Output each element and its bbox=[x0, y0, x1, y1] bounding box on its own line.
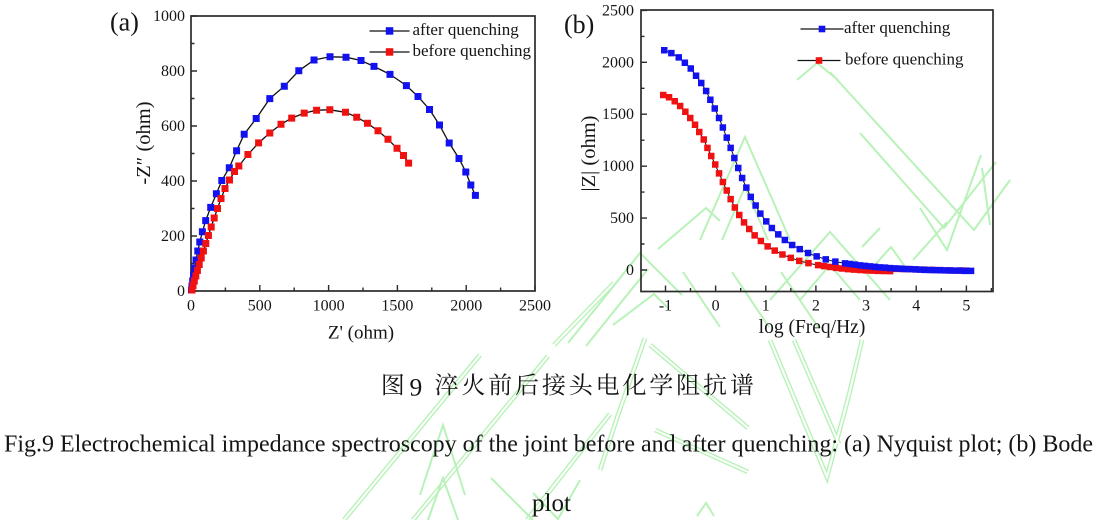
svg-text:(a): (a) bbox=[110, 8, 139, 37]
svg-text:-Z″ (ohm): -Z″ (ohm) bbox=[133, 101, 155, 184]
svg-text:0: 0 bbox=[187, 298, 195, 315]
svg-text:0: 0 bbox=[712, 298, 720, 315]
svg-text:400: 400 bbox=[161, 173, 185, 190]
svg-text:500: 500 bbox=[248, 298, 272, 315]
svg-text:after quenching: after quenching bbox=[413, 20, 520, 39]
svg-text:1000: 1000 bbox=[602, 158, 634, 175]
svg-text:200: 200 bbox=[161, 228, 185, 245]
svg-text:2500: 2500 bbox=[602, 2, 634, 19]
svg-text:1500: 1500 bbox=[381, 298, 413, 315]
svg-text:1000: 1000 bbox=[313, 298, 345, 315]
svg-text:500: 500 bbox=[610, 210, 634, 227]
svg-text:plot: plot bbox=[532, 490, 571, 517]
svg-text:Fig.9 Electrochemical impedanc: Fig.9 Electrochemical impedance spectros… bbox=[4, 432, 1093, 458]
svg-text:1500: 1500 bbox=[602, 106, 634, 123]
svg-text:800: 800 bbox=[161, 63, 185, 80]
svg-text:(b): (b) bbox=[564, 10, 594, 39]
svg-text:0: 0 bbox=[177, 283, 185, 300]
svg-text:1: 1 bbox=[762, 298, 770, 315]
svg-text:Z' (ohm): Z' (ohm) bbox=[328, 323, 394, 344]
svg-text:4: 4 bbox=[912, 298, 920, 315]
svg-text:2500: 2500 bbox=[519, 298, 551, 315]
svg-text:2000: 2000 bbox=[450, 298, 482, 315]
svg-text:before quenching: before quenching bbox=[413, 41, 532, 60]
svg-text:5: 5 bbox=[962, 298, 970, 315]
svg-text:before quenching: before quenching bbox=[845, 50, 964, 69]
svg-text:2000: 2000 bbox=[602, 54, 634, 71]
svg-text:3: 3 bbox=[862, 298, 870, 315]
svg-text:|Z| (ohm): |Z| (ohm) bbox=[578, 116, 600, 192]
svg-text:0: 0 bbox=[626, 262, 634, 279]
svg-text:600: 600 bbox=[161, 118, 185, 135]
svg-text:1000: 1000 bbox=[153, 8, 185, 25]
svg-text:2: 2 bbox=[812, 298, 820, 315]
svg-text:-1: -1 bbox=[659, 298, 672, 315]
svg-text:after quenching: after quenching bbox=[844, 18, 951, 37]
svg-text:9: 9 bbox=[410, 373, 423, 402]
svg-text:log (Freq/Hz): log (Freq/Hz) bbox=[759, 317, 866, 338]
